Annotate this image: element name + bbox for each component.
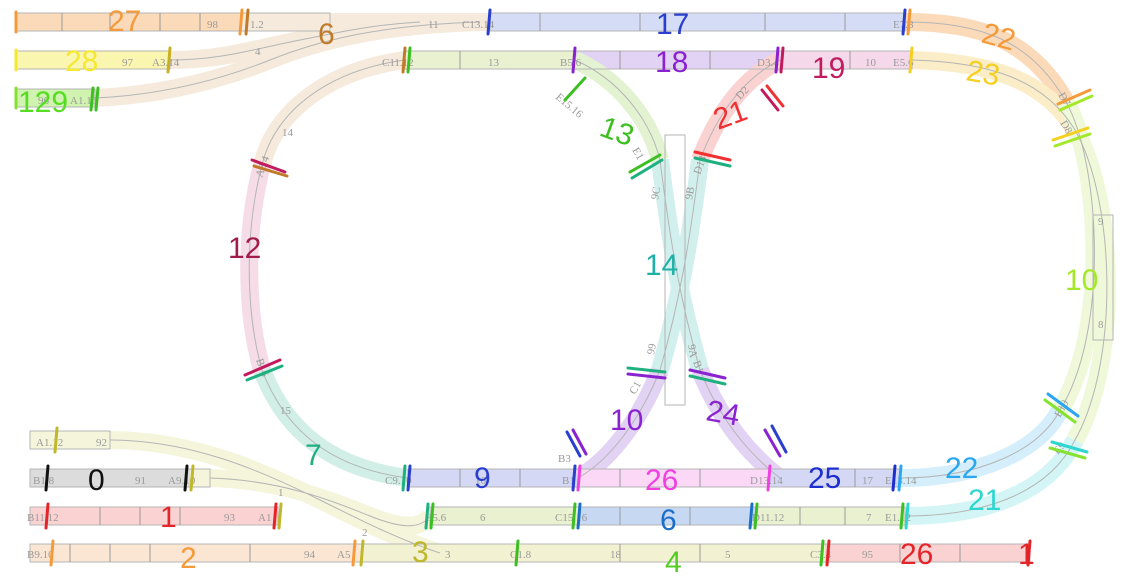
segment-number-3: 3: [412, 536, 429, 569]
label-17: 17: [862, 475, 874, 487]
segment-number-8: 10: [610, 404, 643, 437]
segment-number-7: 9: [474, 462, 491, 495]
label-3: 3: [445, 549, 451, 561]
label-a314: A3.14: [152, 57, 180, 69]
label-a1-12: A1.12: [36, 437, 63, 449]
segment-number-26: 26: [900, 538, 933, 571]
segment-number-13: 14: [645, 249, 678, 282]
label-16: 16: [475, 475, 487, 487]
label-93: 93: [224, 512, 236, 524]
label-94: 94: [304, 549, 316, 561]
segment-number-15: 18: [655, 46, 688, 79]
label-97: 97: [122, 57, 134, 69]
boundary-marks: [14, 8, 1094, 567]
label-d11-12: D11.12: [752, 512, 784, 524]
label-9c: 9C: [649, 186, 663, 201]
label-2: 2: [362, 527, 368, 539]
segment-numbers: 27 6 17 22 28 18 19 23 129 13 21 12 14 1…: [18, 5, 1098, 578]
label-e56: E5.6: [893, 57, 914, 69]
label-11: 11: [428, 19, 439, 31]
label-d34: D3.4: [757, 57, 779, 69]
label-6: 6: [480, 512, 486, 524]
segment-number-0: 0: [88, 464, 105, 497]
label-a1: A1: [258, 512, 271, 524]
segment-number-9: 12: [228, 232, 261, 265]
segment-number-28: 28: [65, 45, 98, 78]
label-e1: E1: [629, 146, 646, 163]
label-b56: B5.6: [560, 57, 582, 69]
label-99: 99: [645, 342, 659, 355]
label-9a: 9A: [685, 343, 699, 358]
label-b1: B1: [562, 475, 575, 487]
label-c15-16: C15.16: [555, 512, 588, 524]
label-a5: A5: [337, 549, 351, 561]
segment-number-21-label: 21: [968, 484, 1001, 517]
segment-number-25: 26: [645, 464, 678, 497]
label-c13-14: C13.14: [462, 19, 495, 31]
segment-number-10-top: 6: [318, 18, 335, 51]
label-95: 95: [862, 549, 874, 561]
label-4: 4: [255, 46, 261, 58]
label-15: 15: [280, 405, 292, 417]
label-b9-10: B9.10: [27, 549, 54, 561]
segment-number-10-right: 10: [1065, 264, 1098, 297]
label-e1-12: E1.12: [885, 512, 911, 524]
label-c18: C1.8: [510, 549, 532, 561]
segment-number-4: 4: [665, 546, 682, 578]
label-7: 7: [866, 512, 872, 524]
track-5: [253, 366, 410, 487]
label-91: 91: [135, 475, 146, 487]
segment-number-27: 27: [108, 5, 141, 38]
segment-number-19: 23: [964, 54, 1003, 92]
label-d1314: D13.14: [750, 475, 783, 487]
label-5: 5: [725, 549, 731, 561]
label-c1112: C11.12: [382, 57, 414, 69]
label-8: 8: [1098, 319, 1104, 331]
label-92: 92: [96, 437, 107, 449]
segment-number-14: 17: [656, 8, 689, 41]
segment-number-16: 19: [812, 52, 845, 85]
track-left-upper: [253, 51, 407, 168]
label-c1: C1: [627, 379, 644, 396]
segment-number-24: 24: [704, 394, 743, 432]
segment-number-22-label: 22: [945, 452, 978, 485]
segment-number-6-label: 6: [660, 504, 677, 537]
label-98: 98: [207, 19, 219, 31]
label-14: 14: [282, 127, 294, 139]
label-9b: 9B: [683, 186, 697, 201]
segment-number-1-left: 1: [160, 501, 177, 534]
label-18: 18: [610, 549, 622, 561]
segment-number-2: 2: [180, 542, 197, 575]
label-96: 96: [38, 95, 50, 107]
label-1-2: 1.2: [250, 19, 264, 31]
segment-number-5-label: 7: [305, 439, 322, 472]
segment-number-23: 25: [808, 462, 841, 495]
label-b11-12: B11.12: [27, 512, 59, 524]
label-1: 1: [278, 487, 284, 499]
rail-lines: [15, 12, 1114, 563]
label-10: 10: [865, 57, 877, 69]
label-b18: B1.8: [33, 475, 55, 487]
label-13: 13: [488, 57, 500, 69]
segment-number-129: 129: [18, 86, 68, 119]
label-b3: B3: [558, 453, 571, 465]
label-a910: A9.10: [168, 475, 196, 487]
label-9: 9: [1098, 216, 1104, 228]
track-22: [899, 405, 1069, 487]
segment-number-1-right: 1: [1018, 538, 1035, 571]
